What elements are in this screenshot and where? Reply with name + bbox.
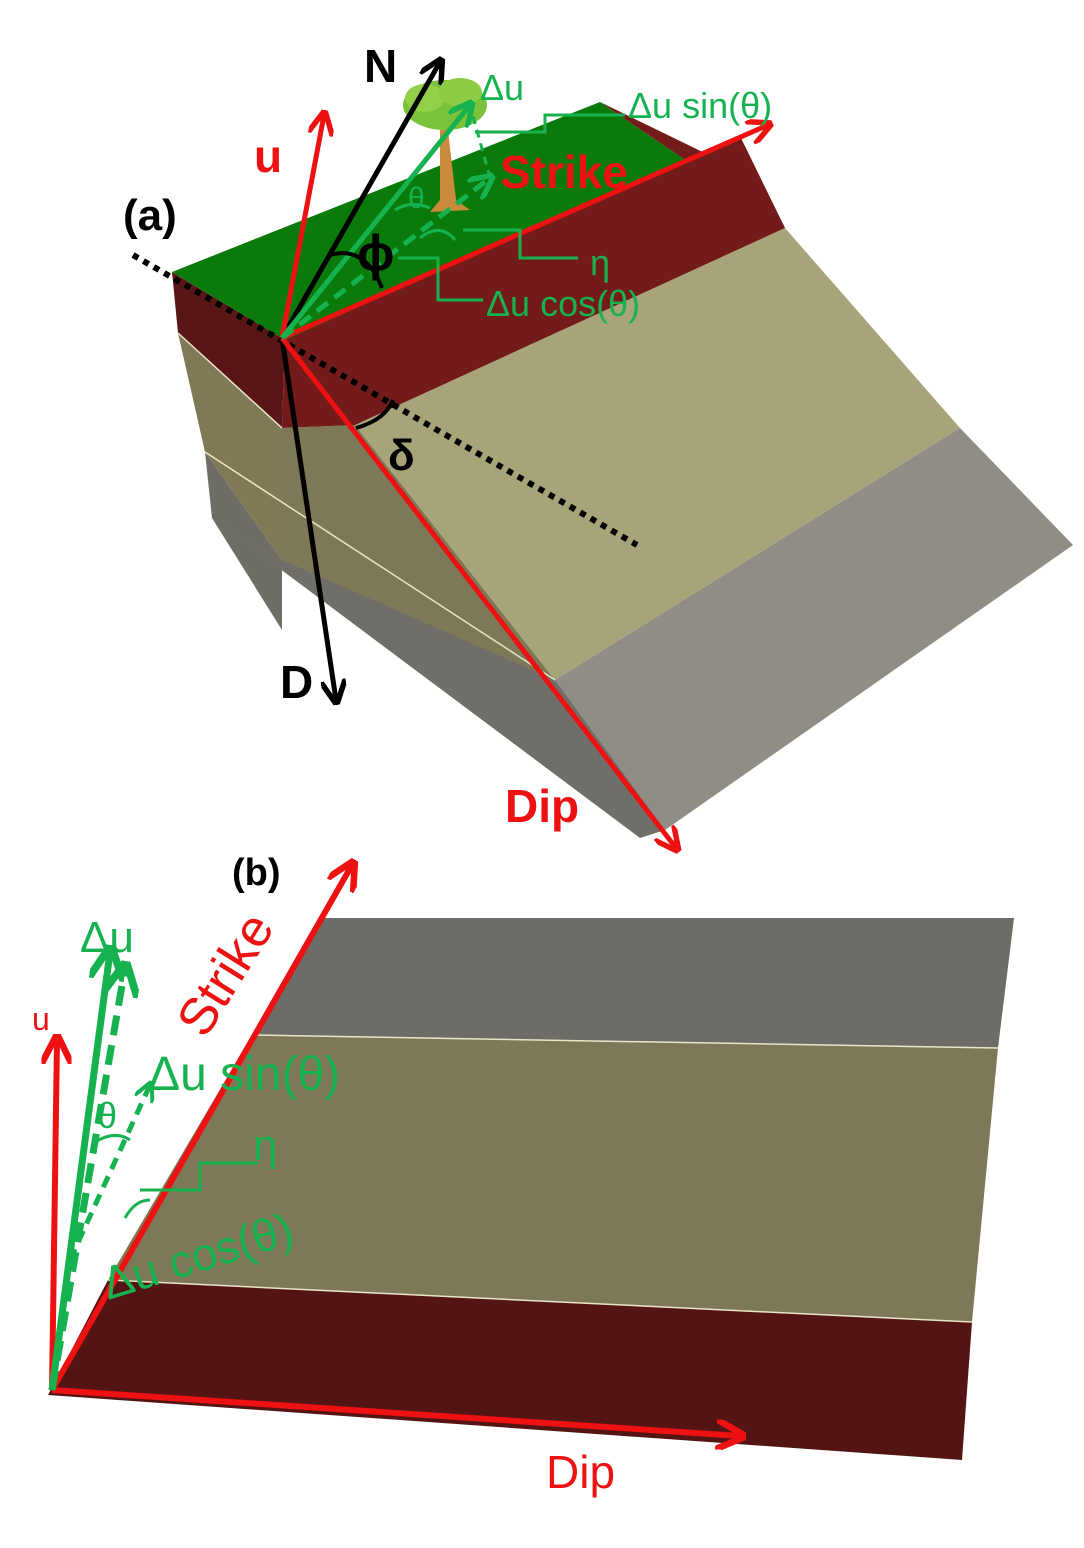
delta-u-sin-arrow	[468, 104, 492, 179]
theta-label: θ	[408, 182, 425, 215]
layer-edge	[177, 332, 283, 429]
panel-a: (a) N u Δu Δu sin(θ) Strike ϕ θ η Δu cos…	[123, 40, 1073, 848]
eta-label: η	[253, 1121, 277, 1170]
delta-u-sin-arrow	[67, 1085, 150, 1262]
plane-dark-red-layer	[48, 1280, 972, 1460]
delta-label: δ	[388, 431, 415, 480]
u-arrow	[279, 115, 324, 339]
layer-edge	[107, 1279, 973, 1323]
layer-edge	[251, 1034, 999, 1049]
sin-component-label: Δu sin(θ)	[628, 85, 772, 126]
dip-label: Dip	[546, 1446, 615, 1498]
cos-component-label: Δu cos(θ)	[486, 283, 640, 324]
strike-arrow	[280, 125, 768, 341]
dark-red-band	[285, 136, 785, 425]
front-face-lower-grey	[212, 518, 665, 838]
eta-angle-arc	[123, 1198, 151, 1219]
cos-callout-leader	[398, 256, 483, 302]
phi-label: ϕ	[357, 225, 394, 281]
dip-arrow	[280, 336, 676, 848]
u-arrow	[52, 1040, 57, 1391]
u-label: u	[254, 130, 282, 182]
panel-a-label: (a)	[123, 191, 177, 240]
theta-label: θ	[97, 1095, 117, 1136]
dip-label: Dip	[505, 780, 579, 832]
delta-u-cos-arrow	[48, 968, 125, 1391]
u-label: u	[32, 1001, 50, 1037]
layer-edge	[204, 451, 556, 681]
delta-u-label: Δu	[480, 67, 524, 108]
eta-callout-leader	[463, 228, 578, 260]
panel-b: (b) Δu u Strike Δu sin(θ) θ η Δu cos(θ) …	[32, 852, 1014, 1498]
panel-b-label: (b)	[232, 852, 281, 894]
plane-olive-layer	[108, 1035, 998, 1322]
delta-angle-arc	[355, 399, 395, 430]
delta-u-arrow	[280, 105, 470, 340]
down-arrow	[279, 337, 336, 700]
strike-arrow	[49, 865, 352, 1392]
north-arrow	[279, 62, 440, 340]
eta-label: η	[590, 242, 610, 283]
north-label: N	[364, 40, 397, 92]
front-face-dark-red-layer	[172, 272, 285, 428]
phi-angle-arc	[329, 251, 384, 289]
front-face-olive-layer	[178, 333, 282, 560]
dotted-reference-line	[131, 252, 639, 548]
plane-grey-layer	[252, 918, 1014, 1048]
eta-angle-arc	[419, 229, 457, 242]
delta-u-label: Δu	[80, 913, 134, 962]
grey-layer	[555, 428, 1073, 830]
tan-layer	[355, 228, 960, 680]
eta-callout-leader	[140, 1161, 258, 1192]
theta-angle-arc	[394, 203, 431, 212]
down-label: D	[280, 656, 313, 708]
sin-component-label: Δu sin(θ)	[148, 1048, 340, 1101]
dip-arrow	[51, 1387, 740, 1436]
theta-angle-arc	[94, 1134, 131, 1144]
strike-label: Strike	[500, 146, 628, 198]
sin-callout-leader	[475, 113, 625, 134]
